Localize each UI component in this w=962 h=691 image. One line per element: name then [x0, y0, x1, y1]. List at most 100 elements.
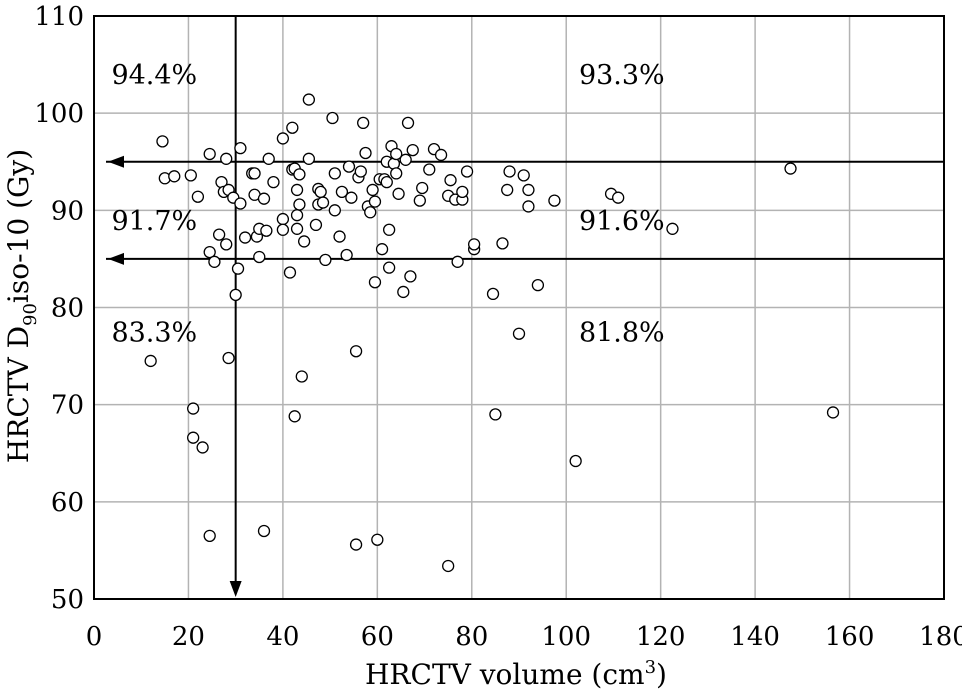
data-point [220, 238, 233, 251]
region-percentage-label: 91.7% [111, 206, 197, 237]
data-point [309, 218, 323, 232]
data-point [238, 231, 252, 244]
data-point [460, 165, 474, 178]
data-point [512, 327, 526, 340]
data-point [220, 152, 233, 165]
data-point [392, 187, 405, 200]
region-percentage-label: 81.8% [579, 318, 665, 349]
data-point [187, 402, 200, 415]
region-annotations: 94.4% 93.3% 91.7% 91.6% 83.3% 81.8% [111, 60, 664, 348]
data-point [397, 285, 410, 299]
y-tick-label: 100 [34, 99, 84, 129]
arrowhead-left [108, 252, 124, 265]
data-point [208, 255, 221, 268]
region-percentage-label: 94.4% [111, 60, 197, 91]
data-point [333, 230, 346, 243]
x-tick-label: 20 [172, 622, 205, 652]
data-point [451, 255, 464, 268]
arrowhead-left [108, 155, 124, 168]
data-point [382, 261, 396, 274]
tick-labels: 0 20 40 60 80 100 120 140 160 180 50 60 70 80 90 100 110 [34, 2, 962, 652]
y-tick-label: 90 [51, 196, 84, 226]
data-point [503, 165, 516, 178]
data-point [191, 190, 205, 203]
data-point [489, 408, 502, 421]
y-axis-label-subscript: 90 [20, 303, 41, 326]
data-point [569, 454, 582, 468]
y-axis-label-end: iso-10 (Gy) [2, 149, 35, 303]
data-point [302, 152, 316, 165]
data-point [319, 253, 332, 267]
data-point [371, 533, 384, 546]
y-axis-label-main: HRCTV D [2, 326, 35, 463]
data-point [168, 170, 181, 183]
data-point [260, 224, 273, 237]
data-point [366, 183, 379, 197]
arrowhead-down [229, 581, 242, 597]
data-point [253, 250, 266, 264]
data-point [156, 135, 169, 148]
region-percentage-label: 91.6% [579, 206, 665, 237]
data-point [486, 287, 500, 301]
data-point [290, 183, 304, 197]
data-point [290, 222, 304, 235]
data-point [349, 538, 363, 551]
data-point [399, 153, 412, 166]
data-point [612, 191, 625, 204]
data-point [328, 204, 341, 217]
data-point [302, 93, 316, 106]
x-axis-label: HRCTV volume (cm3) [365, 657, 667, 691]
x-axis-label-end: ) [656, 658, 667, 691]
y-tick-label: 80 [51, 294, 84, 324]
data-point [229, 288, 242, 302]
data-point [382, 223, 396, 236]
x-tick-label: 120 [636, 622, 686, 652]
data-point [368, 276, 382, 289]
data-point [276, 132, 290, 145]
data-point [531, 279, 545, 292]
data-point [262, 152, 275, 165]
data-point [203, 147, 216, 161]
data-point [267, 176, 280, 189]
data-point [340, 248, 353, 262]
data-point [293, 198, 306, 211]
data-point [390, 147, 403, 161]
data-point [276, 223, 290, 236]
x-tick-label: 60 [361, 622, 394, 652]
data-point [364, 206, 377, 219]
data-point [416, 181, 429, 195]
data-point [423, 163, 436, 176]
data-point [286, 121, 299, 134]
data-point [522, 183, 535, 197]
data-point [212, 228, 226, 241]
data-point [354, 165, 367, 178]
data-point [548, 194, 561, 207]
x-tick-label: 0 [86, 622, 103, 652]
x-tick-label: 160 [825, 622, 875, 652]
data-point [368, 195, 382, 208]
data-point [517, 169, 530, 182]
data-point [222, 351, 235, 365]
data-point [345, 191, 358, 204]
data-point [234, 141, 247, 155]
plot-frame [93, 15, 945, 600]
reference-lines [106, 16, 944, 597]
y-axis-label: HRCTV D90iso-10 (Gy) [2, 149, 41, 463]
data-point [496, 237, 509, 250]
data-point [290, 209, 304, 222]
data-point [231, 262, 245, 275]
data-point [335, 185, 349, 199]
data-point [359, 146, 372, 160]
data-point [316, 196, 330, 209]
data-point [257, 192, 271, 205]
data-point [203, 245, 216, 259]
x-tick-label: 80 [455, 622, 488, 652]
y-tick-label: 70 [51, 391, 84, 421]
data-point [501, 183, 514, 197]
data-point [257, 524, 271, 538]
data-point [456, 185, 469, 199]
data-point [390, 167, 403, 180]
data-point [187, 431, 200, 444]
x-axis-label-superscript: 3 [645, 657, 656, 678]
